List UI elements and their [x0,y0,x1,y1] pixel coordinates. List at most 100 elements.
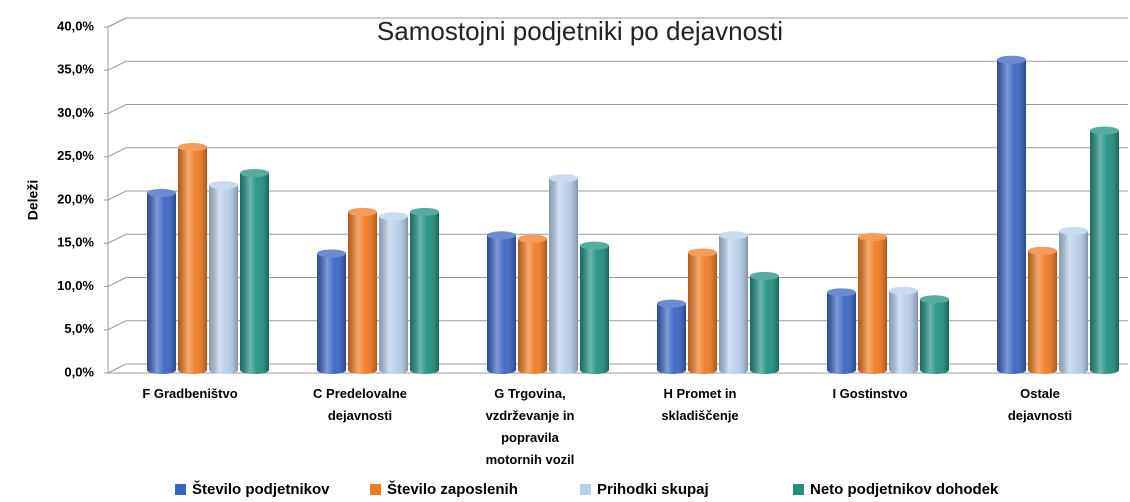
grid-line [104,190,1128,201]
bar-top [997,55,1026,64]
bar-shade [379,216,408,374]
bar-top [317,249,346,258]
y-tick-label: 40,0% [57,18,94,33]
bar [487,231,516,374]
bar-top [549,174,578,183]
x-tick-label: C Predelovalne dejavnosti [313,386,407,423]
grid-line [104,17,1128,28]
bar [827,288,856,374]
bar-shade [487,235,516,374]
legend-swatch [370,484,381,495]
bar-top-hl [147,188,176,197]
bar-top [348,207,377,216]
bar-shade [240,173,269,374]
bar [858,233,887,374]
bar-shade [920,299,949,374]
bar-top [487,231,516,240]
bar-shade [889,290,918,374]
bar-top-hl [1059,226,1088,235]
bar-shade [580,245,609,374]
bar-top [657,299,686,308]
y-tick-label: 15,0% [57,235,94,250]
bar-top-hl [750,271,779,280]
bar-top-hl [487,231,516,240]
bar-top-hl [209,181,238,190]
bar-shade [858,237,887,374]
bar-shade [750,275,779,374]
bar [688,248,717,374]
bar-top-hl [240,169,269,178]
bar-top-hl [379,212,408,221]
bar [920,295,949,374]
bar [379,212,408,374]
bar-top [1059,226,1088,235]
bar-top-hl [858,233,887,242]
y-tick-label: 10,0% [57,278,94,293]
y-tick-label: 20,0% [57,191,94,206]
bar-top-hl [518,234,547,243]
bar-top-hl [920,295,949,304]
bar [317,249,346,374]
bar-top-hl [657,299,686,308]
grid-line [104,277,1128,287]
bar-top-hl [178,143,207,152]
bar-top [858,233,887,242]
bar-top [827,288,856,297]
bar-shade [657,303,686,374]
legend-label: Neto podjetnikov dohodek [810,481,999,498]
x-tick-label: Ostale dejavnosti [1008,386,1072,423]
bar [147,188,176,374]
bar-top-hl [410,207,439,216]
bar-shade [688,252,717,374]
bar [209,181,238,374]
bar-top-hl [1090,126,1119,135]
chart-title: Samostojni podjetniki po dejavnosti [377,16,783,46]
bar-shade [1028,250,1057,374]
bar [719,231,748,374]
bar-top-hl [688,248,717,257]
bar [997,55,1026,374]
bar-top [719,231,748,240]
bar-top [1028,246,1057,255]
legend-label: Število podjetnikov [192,480,330,498]
bar-top [147,188,176,197]
bar [518,234,547,374]
bar-shade [348,211,377,374]
bar-top [209,181,238,190]
legend-label: Prihodki skupaj [597,481,709,498]
bar-top-hl [997,55,1026,64]
bar-shade [827,292,856,374]
bar [657,299,686,374]
bar-shade [209,185,238,374]
grid-line [104,363,1128,374]
bar-shade [147,192,176,374]
bar-top [178,143,207,152]
bar-shade [178,147,207,374]
legend-swatch [793,484,804,495]
bar-top-hl [580,241,609,250]
grid-line [104,320,1128,331]
y-tick-label: 25,0% [57,148,94,163]
bar-top-hl [827,288,856,297]
bar [1028,246,1057,374]
legend-swatch [175,484,186,495]
legend-label: Število zaposlenih [387,480,518,498]
bar-top-hl [1028,246,1057,255]
bar-top [518,234,547,243]
bar-shade [317,253,346,374]
bar [1059,226,1088,374]
bar-top [410,207,439,216]
bar [750,271,779,374]
grid-line [104,233,1128,244]
bar [1090,126,1119,374]
bar [889,286,918,374]
x-tick-label: I Gostinstvo [832,386,907,401]
bar [549,174,578,374]
bar [348,207,377,374]
bar-top [240,169,269,178]
bar-shade [549,178,578,374]
bar-shade [1090,130,1119,374]
bar [178,143,207,374]
bar-top-hl [549,174,578,183]
